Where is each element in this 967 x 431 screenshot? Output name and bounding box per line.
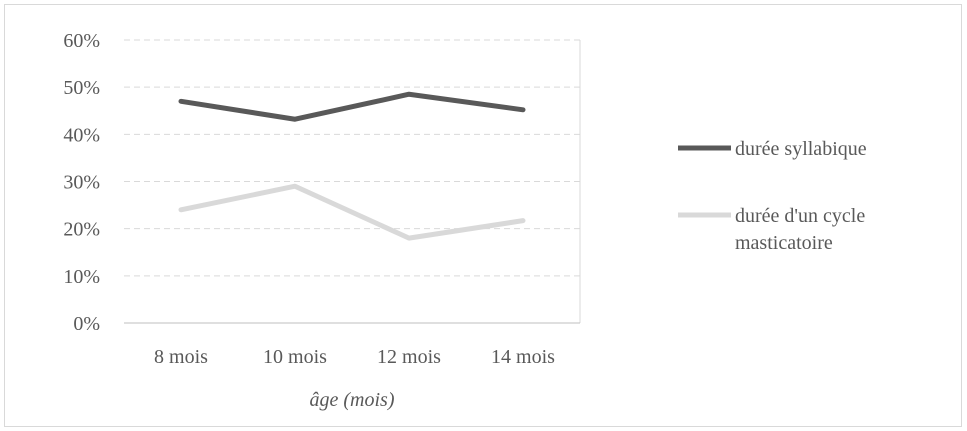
y-tick-label: 0% — [73, 313, 100, 335]
y-tick-label: 10% — [63, 266, 100, 288]
legend-label: durée d'un cycle masticatoire — [735, 205, 865, 254]
legend-label: durée syllabique — [735, 138, 867, 160]
series-line-2 — [181, 186, 523, 238]
legend-label-line: durée d'un cycle — [735, 205, 865, 227]
y-tick-label: 50% — [63, 77, 100, 99]
y-tick-label: 60% — [63, 30, 100, 52]
x-tick-label: 8 mois — [154, 346, 208, 368]
x-tick-label: 14 mois — [491, 346, 555, 368]
series-line-1 — [181, 94, 523, 119]
gridlines — [124, 40, 580, 323]
x-axis-title: âge (mois) — [310, 389, 395, 411]
legend-label-line: masticatoire — [735, 232, 833, 254]
x-tick-label: 10 mois — [263, 346, 327, 368]
y-tick-label: 40% — [63, 124, 100, 146]
y-tick-label: 30% — [63, 172, 100, 194]
series-lines — [181, 94, 523, 238]
legend: durée syllabique durée d'un cycle masticat… — [678, 138, 867, 254]
x-axis-ticks: 8 mois 10 mois 12 mois 14 mois — [154, 346, 555, 368]
y-tick-label: 20% — [63, 219, 100, 241]
legend-label-line: durée syllabique — [735, 138, 867, 160]
y-axis-ticks: 0% 10% 20% 30% 40% 50% 60% — [63, 30, 100, 335]
x-tick-label: 12 mois — [377, 346, 441, 368]
